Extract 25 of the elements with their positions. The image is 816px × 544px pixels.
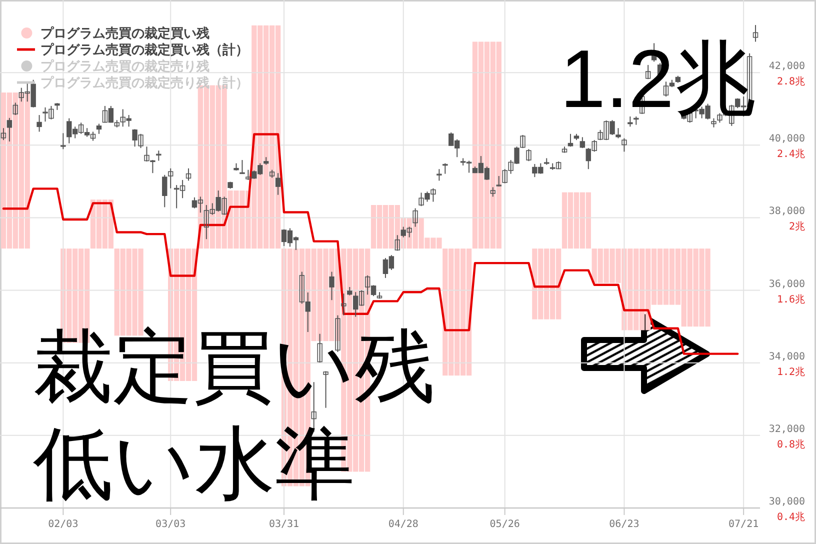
y-tick-label: 42,000 (768, 61, 805, 72)
annotation: 裁定買い残 (33, 322, 435, 411)
x-tick-label: 07/21 (728, 519, 759, 530)
x-tick-label: 02/03 (48, 519, 78, 530)
y2-tick-label: 0.8兆 (776, 438, 805, 450)
legend-label: プログラム売買の裁定買い残（計） (40, 42, 249, 57)
y2-tick-label: 1.2兆 (776, 366, 805, 378)
legend-label: プログラム売買の裁定買い残 (40, 26, 210, 40)
x-tick-label: 03/03 (156, 519, 186, 530)
x-tick-label: 03/31 (268, 519, 300, 530)
y-tick-label: 34,000 (768, 351, 805, 362)
y2-tick-label: 2.4兆 (776, 148, 805, 160)
y-tick-label: 36,000 (768, 278, 805, 290)
y2-tick-label: 1.6兆 (776, 293, 805, 306)
y2-tick-label: 2.8兆 (776, 76, 805, 88)
x-tick-label: 05/26 (490, 519, 520, 530)
x-tick-label: 06/23 (609, 519, 640, 530)
y-tick-label: 38,000 (768, 206, 805, 218)
y-tick-label: 30,000 (768, 496, 805, 508)
y2-tick-label: 0.4兆 (776, 511, 805, 523)
y-tick-label: 32,000 (768, 424, 805, 435)
annotation: 低い水準 (33, 419, 355, 508)
y-tick-label: 40,000 (768, 134, 805, 145)
x-tick-label: 04/28 (388, 519, 418, 530)
y2-tick-label: 2兆 (788, 220, 805, 233)
